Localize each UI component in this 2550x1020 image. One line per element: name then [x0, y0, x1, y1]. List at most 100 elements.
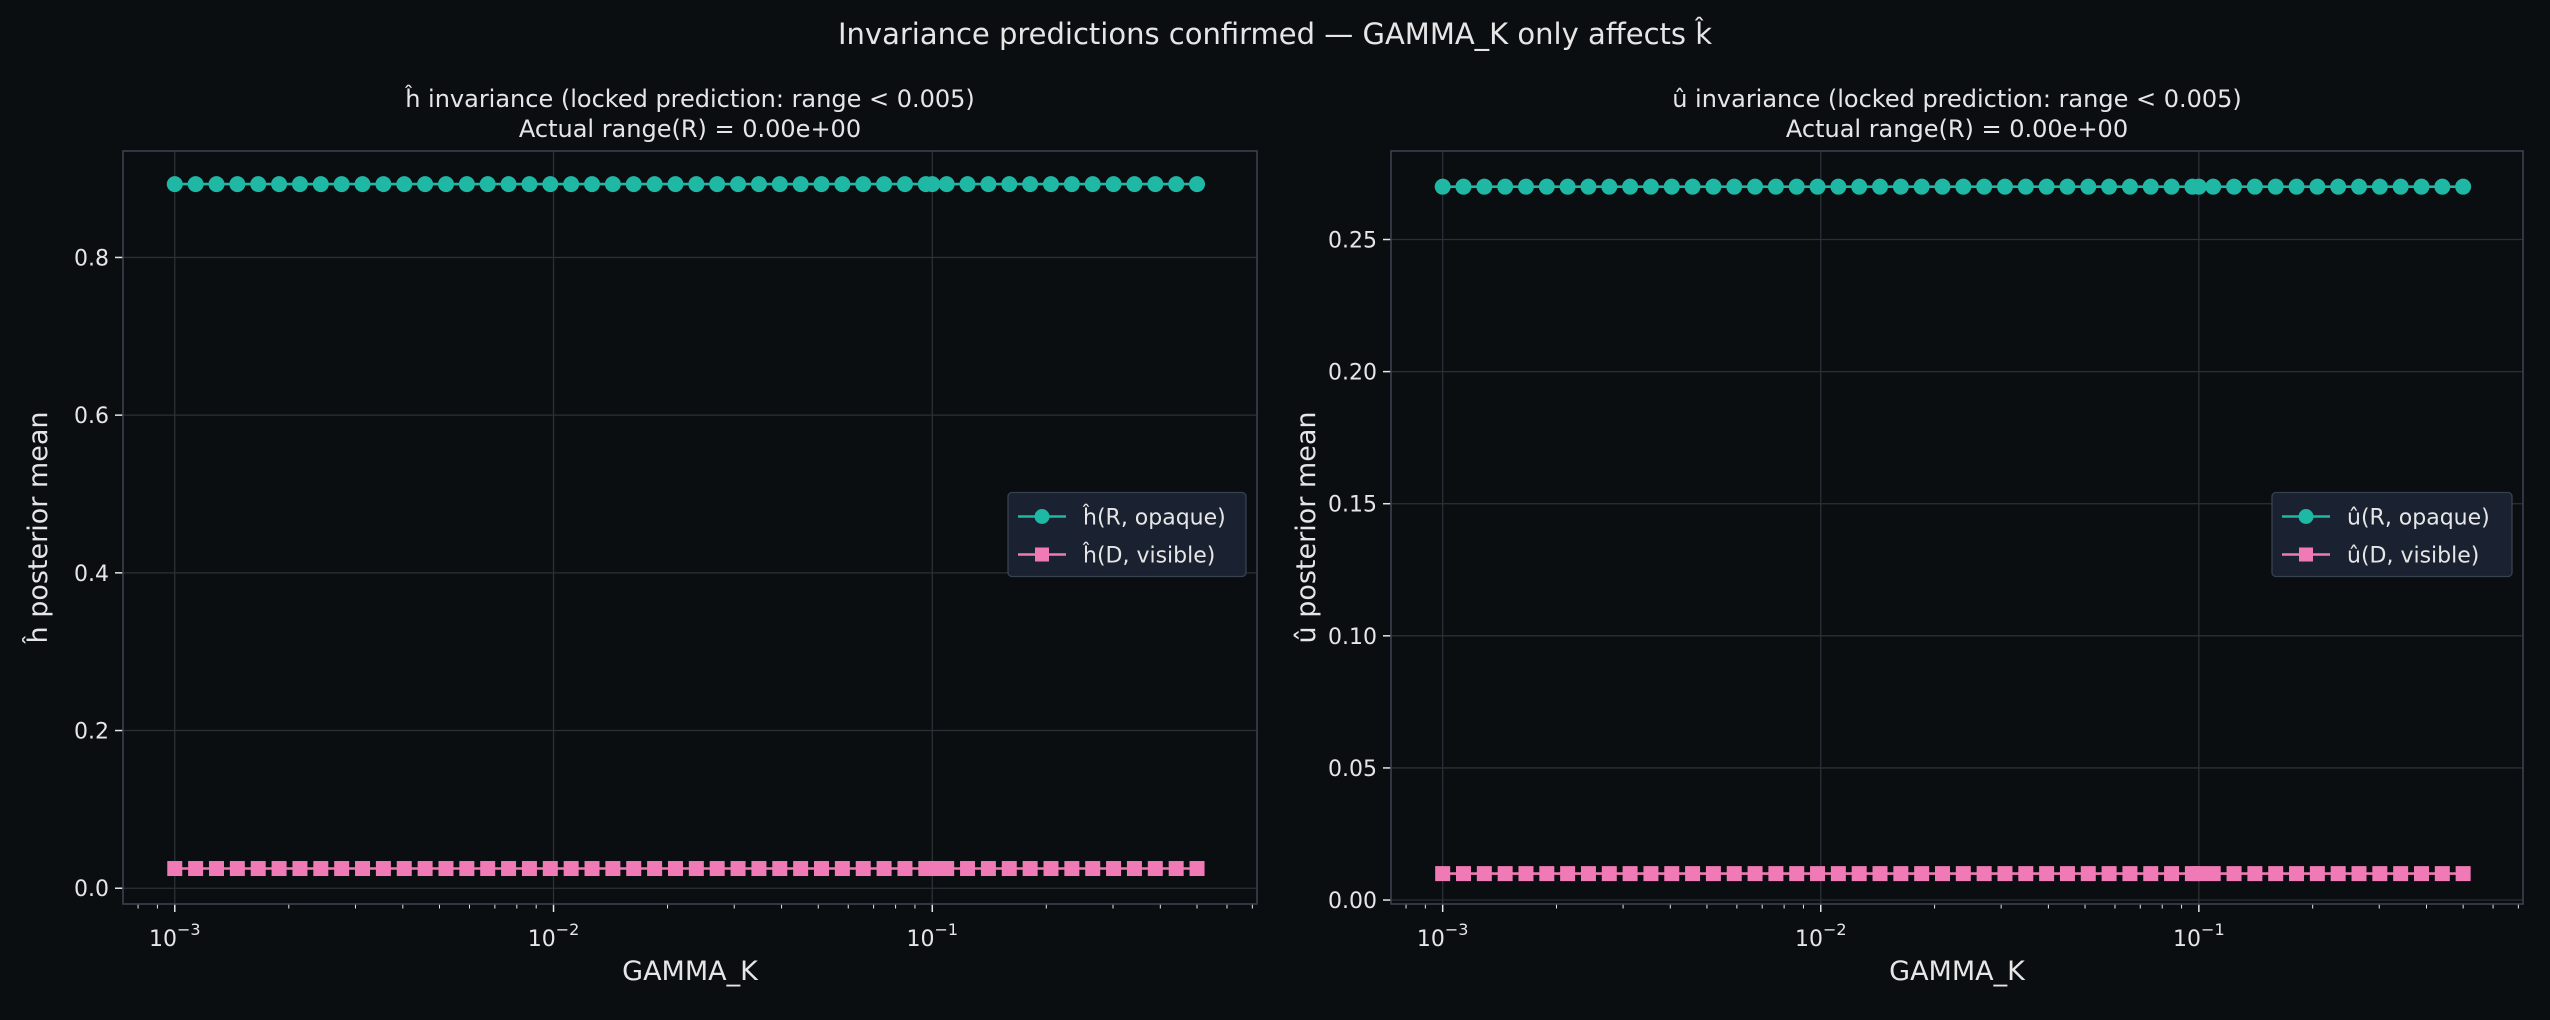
data-point	[1497, 178, 1514, 195]
data-point	[1789, 866, 1805, 882]
data-point	[876, 861, 892, 877]
data-point	[479, 176, 496, 193]
data-point	[187, 176, 204, 193]
data-point	[1955, 866, 1971, 882]
x-axis-label: GAMMA_K	[622, 956, 759, 987]
y-tick-label: 0.0	[74, 877, 109, 902]
left-subplot: 0.0 0.2 0.4 0.6 0.8 10−3 10−2 10−1 ĥ invariance …	[22, 84, 1258, 987]
data-point	[2455, 866, 2471, 882]
data-point	[1539, 866, 1555, 882]
data-point	[312, 176, 329, 193]
data-point	[2330, 866, 2346, 882]
subplot-title: ĥ invariance (locked prediction: range <…	[404, 84, 975, 113]
data-point	[709, 861, 725, 877]
data-point	[1976, 178, 1993, 195]
data-point	[1913, 178, 1930, 195]
data-point	[604, 176, 621, 193]
data-point	[1996, 178, 2013, 195]
data-point	[2038, 178, 2055, 195]
data-point	[1622, 866, 1638, 882]
x-tick-label: 10−1	[906, 920, 958, 952]
data-point	[1189, 176, 1206, 193]
legend-label: ĥ(R, opaque)	[1082, 505, 1226, 531]
data-point	[897, 861, 913, 877]
subplot-subtitle: Actual range(R) = 0.00e+00	[1786, 115, 2128, 143]
data-point	[521, 176, 538, 193]
data-point	[292, 861, 308, 877]
data-point	[1147, 861, 1163, 877]
data-point	[855, 861, 871, 877]
data-point	[980, 861, 996, 877]
data-point	[1455, 178, 1472, 195]
data-point	[959, 176, 976, 193]
data-point	[1830, 866, 1846, 882]
data-point	[1747, 178, 1764, 195]
data-point	[1893, 866, 1909, 882]
data-point	[1580, 866, 1596, 882]
data-point	[1168, 861, 1184, 877]
data-point	[1934, 866, 1950, 882]
data-point	[2122, 866, 2138, 882]
legend-marker	[2299, 547, 2313, 562]
legend-marker	[1034, 509, 1050, 524]
data-point	[396, 861, 412, 877]
data-point	[1560, 866, 1576, 882]
data-point	[501, 861, 517, 877]
data-point	[208, 176, 225, 193]
legend: û(R, opaque) û(D, visible)	[2271, 491, 2513, 578]
data-point	[2017, 178, 2034, 195]
data-point	[814, 861, 830, 877]
data-point	[688, 861, 704, 877]
data-point	[1747, 866, 1763, 882]
data-point	[1042, 176, 1059, 193]
data-point	[1105, 176, 1122, 193]
data-point	[938, 176, 955, 193]
data-point	[1976, 866, 1992, 882]
data-point	[417, 176, 434, 193]
data-point	[2371, 178, 2388, 195]
data-point	[688, 176, 705, 193]
x-tick-label: 10−3	[1417, 920, 1469, 952]
data-point	[980, 176, 997, 193]
data-point	[1064, 861, 1080, 877]
data-point	[1809, 178, 1826, 195]
data-point	[750, 176, 767, 193]
data-point	[730, 176, 747, 193]
data-point	[1914, 866, 1930, 882]
y-tick-label: 0.10	[1328, 625, 1377, 650]
data-point	[646, 176, 663, 193]
y-tick-label: 0.6	[74, 404, 109, 429]
data-point	[2413, 178, 2430, 195]
data-point	[375, 176, 392, 193]
data-point	[1663, 178, 1680, 195]
data-point	[333, 176, 350, 193]
data-point	[1685, 866, 1701, 882]
data-point	[924, 176, 941, 193]
data-point	[2164, 866, 2180, 882]
data-point	[2190, 178, 2207, 195]
data-point	[437, 176, 454, 193]
data-point	[2434, 178, 2451, 195]
data-point	[2191, 866, 2207, 882]
data-point	[2080, 866, 2096, 882]
data-point	[960, 861, 976, 877]
data-point	[1085, 861, 1101, 877]
data-point	[2101, 178, 2118, 195]
legend-box	[2271, 491, 2513, 578]
data-point	[2330, 178, 2347, 195]
data-point	[1997, 866, 2013, 882]
data-point	[2413, 866, 2429, 882]
data-point	[2039, 866, 2055, 882]
data-point	[375, 861, 391, 877]
data-point	[1456, 866, 1472, 882]
data-point	[438, 861, 454, 877]
data-point	[2372, 866, 2388, 882]
data-point	[396, 176, 413, 193]
y-tick-label: 0.8	[74, 246, 109, 271]
data-point	[667, 176, 684, 193]
data-point	[924, 861, 940, 877]
data-point	[2351, 866, 2367, 882]
data-point	[1559, 178, 1576, 195]
data-point	[751, 861, 767, 877]
